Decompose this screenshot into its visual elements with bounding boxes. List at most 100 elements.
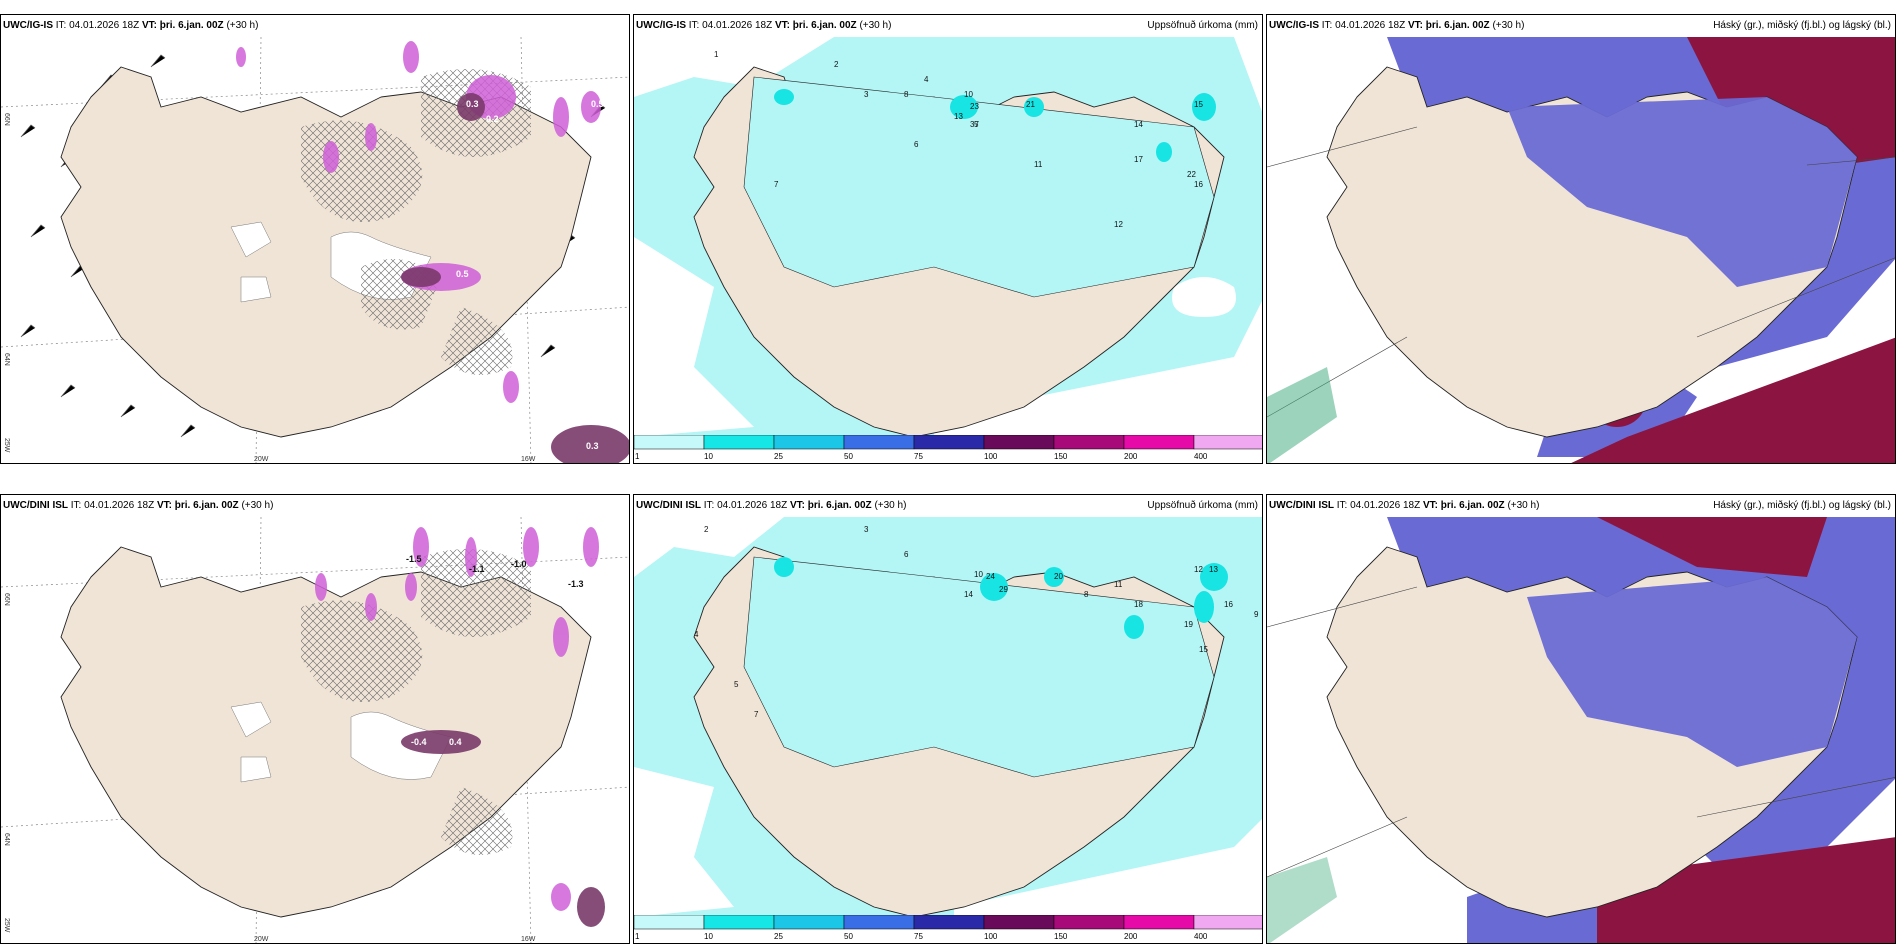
svg-text:200: 200 [1124, 452, 1138, 461]
svg-text:2: 2 [704, 525, 709, 534]
product-label: Uppsöfnuð úrkoma (mm) [1147, 20, 1258, 31]
svg-text:75: 75 [914, 452, 923, 461]
map-area: 0.3 0.5 0.5 0.3 0.2 66N 64N 20W 16W 25W [1, 36, 629, 463]
colorbar-swatches [634, 914, 1262, 930]
svg-text:100: 100 [984, 452, 998, 461]
map-area: 2 3 4 5 6 7 8 9 10 11 12 13 14 15 16 18 … [634, 517, 1262, 943]
svg-text:66N: 66N [3, 593, 10, 606]
svg-text:7: 7 [754, 710, 759, 719]
svg-text:19: 19 [1184, 620, 1193, 629]
svg-text:10: 10 [704, 452, 713, 461]
svg-text:25W: 25W [3, 438, 10, 453]
svg-text:7: 7 [774, 180, 779, 189]
svg-text:150: 150 [1054, 932, 1068, 941]
colorbar: 1 10 25 50 75 100 150 200 400 [634, 914, 1262, 943]
svg-text:50: 50 [844, 452, 853, 461]
map-area [1267, 37, 1895, 463]
svg-text:20W: 20W [254, 936, 269, 943]
svg-text:8: 8 [1084, 590, 1089, 599]
svg-text:10: 10 [964, 90, 973, 99]
product-label: Háský (gr.), miðský (fj.bl.) og lágský (… [1713, 20, 1891, 31]
svg-text:14: 14 [1134, 120, 1143, 129]
panel-header: UWC/DINI ISL IT: 04.01.2026 18Z VT: þri.… [3, 500, 274, 511]
svg-text:8: 8 [904, 90, 909, 99]
panel-ig-is-surface: UWC/IG-IS IT: 04.01.2026 18Z VT: þri. 6.… [0, 14, 630, 464]
svg-text:6: 6 [914, 140, 919, 149]
svg-text:6: 6 [904, 550, 909, 559]
svg-text:17: 17 [1134, 155, 1143, 164]
panel-dini-isl-clouds: UWC/DINI ISL IT: 04.01.2026 18Z VT: þri.… [1266, 494, 1896, 944]
map-area: 1 2 3 4 5 6 7 8 10 11 12 13 14 15 16 17 … [634, 37, 1262, 463]
svg-text:11: 11 [1114, 580, 1123, 589]
product-label: Uppsöfnuð úrkoma (mm) [1147, 500, 1258, 511]
svg-text:15: 15 [1199, 645, 1208, 654]
colorbar-swatches [634, 434, 1262, 450]
panel-dini-isl-surface: UWC/DINI ISL IT: 04.01.2026 18Z VT: þri.… [0, 494, 630, 944]
svg-text:29: 29 [999, 585, 1008, 594]
svg-text:25: 25 [774, 932, 783, 941]
svg-text:1: 1 [635, 452, 640, 461]
svg-text:-0.4: -0.4 [411, 737, 427, 747]
svg-text:1: 1 [635, 932, 640, 941]
map-area [1267, 517, 1895, 943]
svg-text:0.3: 0.3 [466, 99, 479, 109]
panel-header: UWC/IG-IS IT: 04.01.2026 18Z VT: þri. 6.… [634, 15, 1262, 37]
svg-text:100: 100 [984, 932, 998, 941]
panel-header: UWC/DINI ISL IT: 04.01.2026 18Z VT: þri.… [634, 495, 1262, 517]
svg-text:0.2: 0.2 [486, 114, 499, 124]
svg-text:16: 16 [1224, 600, 1233, 609]
svg-text:37: 37 [970, 120, 979, 129]
svg-text:50: 50 [844, 932, 853, 941]
svg-text:2: 2 [834, 60, 839, 69]
product-label: Háský (gr.), miðský (fj.bl.) og lágský (… [1713, 500, 1891, 511]
svg-text:22: 22 [1187, 170, 1196, 179]
map-area: -1.5 -1.1 -1.0 -1.3 -0.4 0.4 66N 64N 20W… [1, 516, 629, 943]
svg-text:24: 24 [986, 572, 995, 581]
panel-dini-isl-precip: UWC/DINI ISL IT: 04.01.2026 18Z VT: þri.… [633, 494, 1263, 944]
svg-text:12: 12 [1194, 565, 1203, 574]
svg-text:14: 14 [964, 590, 973, 599]
svg-text:10: 10 [974, 570, 983, 579]
panel-ig-is-clouds: UWC/IG-IS IT: 04.01.2026 18Z VT: þri. 6.… [1266, 14, 1896, 464]
svg-text:-1.5: -1.5 [406, 554, 422, 564]
svg-text:25: 25 [774, 452, 783, 461]
svg-text:200: 200 [1124, 932, 1138, 941]
svg-text:5: 5 [974, 120, 979, 129]
svg-text:25W: 25W [3, 918, 10, 933]
svg-text:-1.3: -1.3 [568, 579, 584, 589]
svg-text:400: 400 [1194, 932, 1208, 941]
svg-text:0.5: 0.5 [456, 269, 469, 279]
svg-text:150: 150 [1054, 452, 1068, 461]
svg-text:15: 15 [1194, 100, 1203, 109]
panel-ig-is-precip: UWC/IG-IS IT: 04.01.2026 18Z VT: þri. 6.… [633, 14, 1263, 464]
svg-text:13: 13 [1209, 565, 1218, 574]
svg-text:16W: 16W [521, 936, 536, 943]
svg-text:20: 20 [1054, 572, 1063, 581]
svg-text:5: 5 [734, 680, 739, 689]
svg-text:4: 4 [924, 75, 929, 84]
svg-text:0.4: 0.4 [449, 737, 462, 747]
svg-text:-1.0: -1.0 [511, 559, 527, 569]
svg-text:75: 75 [914, 932, 923, 941]
svg-text:64N: 64N [3, 353, 10, 366]
colorbar: 1 10 25 50 75 100 150 200 400 [634, 434, 1262, 463]
svg-text:4: 4 [694, 630, 699, 639]
svg-text:64N: 64N [3, 833, 10, 846]
svg-text:11: 11 [1034, 160, 1043, 169]
svg-text:16: 16 [1194, 180, 1203, 189]
svg-text:23: 23 [970, 102, 979, 111]
svg-text:66N: 66N [3, 113, 10, 126]
svg-text:12: 12 [1114, 220, 1123, 229]
svg-text:18: 18 [1134, 600, 1143, 609]
svg-text:9: 9 [1254, 610, 1259, 619]
panel-header: UWC/DINI ISL IT: 04.01.2026 18Z VT: þri.… [1267, 495, 1895, 517]
svg-text:3: 3 [864, 525, 869, 534]
svg-text:400: 400 [1194, 452, 1208, 461]
svg-text:3: 3 [864, 90, 869, 99]
svg-text:21: 21 [1026, 100, 1035, 109]
svg-text:0.3: 0.3 [586, 441, 599, 451]
svg-text:0.5: 0.5 [591, 99, 604, 109]
svg-text:13: 13 [954, 112, 963, 121]
panel-header: UWC/IG-IS IT: 04.01.2026 18Z VT: þri. 6.… [1267, 15, 1895, 37]
svg-text:1: 1 [714, 50, 719, 59]
